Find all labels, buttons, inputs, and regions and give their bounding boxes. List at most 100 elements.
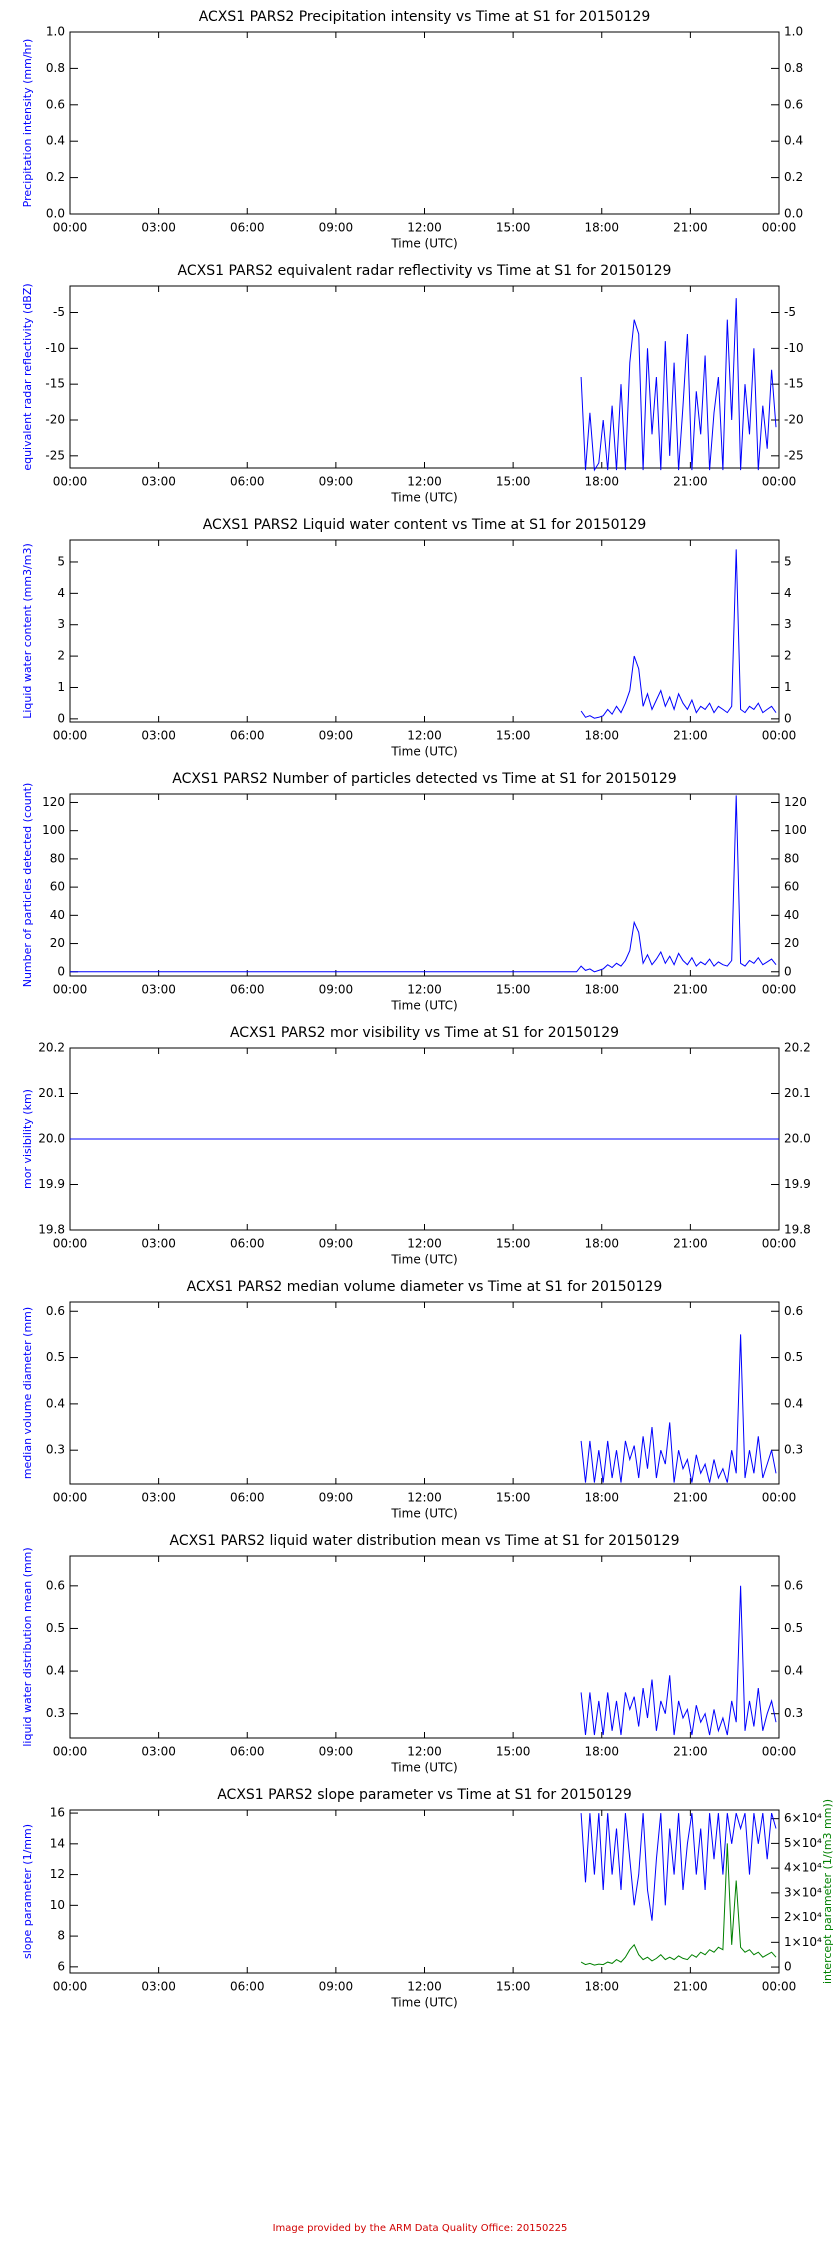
y-axis-label: Precipitation intensity (mm/hr) [21, 39, 34, 208]
x-tick-label: 09:00 [319, 1237, 354, 1251]
x-tick-label: 00:00 [53, 475, 88, 489]
y-tick-label-right: 0.4 [784, 134, 803, 148]
y-tick-label: 0.0 [46, 207, 65, 221]
x-tick-label: 18:00 [584, 475, 619, 489]
y-tick-label: 6 [57, 1959, 65, 1973]
y-tick-label: 19.9 [38, 1177, 65, 1191]
y-tick-label: 80 [50, 851, 65, 865]
y-tick-label: -25 [45, 448, 65, 462]
y-tick-label: 0.3 [46, 1706, 65, 1720]
y-tick-label: 5 [57, 554, 65, 568]
x-axis-label: Time (UTC) [390, 1996, 457, 2010]
x-tick-label: 18:00 [584, 1745, 619, 1759]
y-tick-label: 0 [57, 711, 65, 725]
x-tick-label: 00:00 [53, 1745, 88, 1759]
y2-tick-label: 5×10⁴ [784, 1836, 822, 1850]
chart-title: ACXS1 PARS2 equivalent radar reflectivit… [178, 263, 672, 279]
y-tick-label-right: 120 [784, 795, 807, 809]
y-axis-label: median volume diameter (mm) [21, 1307, 34, 1479]
y-tick-label-right: 0.4 [784, 1664, 803, 1678]
y-axis-label: Number of particles detected (count) [21, 783, 34, 988]
y-tick-label: 12 [50, 1867, 65, 1881]
x-tick-label: 00:00 [53, 1980, 88, 1994]
x-tick-label: 12:00 [407, 1980, 442, 1994]
y-tick-label: -15 [45, 377, 65, 391]
footer: Image provided by the ARM Data Quality O… [273, 2223, 568, 2234]
x-tick-label: 00:00 [53, 1237, 88, 1251]
y-tick-label: 1 [57, 680, 65, 694]
y-tick-label-right: 0.5 [784, 1621, 803, 1635]
data-line [580, 1812, 777, 1921]
x-tick-label: 15:00 [496, 983, 531, 997]
y-tick-label-right: 19.8 [784, 1223, 811, 1237]
y-tick-label: 8 [57, 1929, 65, 1943]
x-tick-label: 15:00 [496, 1745, 531, 1759]
y2-tick-label: 4×10⁴ [784, 1861, 822, 1875]
y-tick-label-right: 0 [784, 711, 792, 725]
y-tick-label-right: 2 [784, 649, 792, 663]
y-axis-label: Liquid water content (mm3/m3) [21, 543, 34, 719]
y-tick-label: 0.6 [46, 97, 65, 111]
y-tick-label-right: 0.6 [784, 1578, 803, 1592]
y-tick-label-right: 20.2 [784, 1041, 811, 1055]
x-axis-label: Time (UTC) [390, 1761, 457, 1775]
x-tick-label: 00:00 [762, 1237, 797, 1251]
y-tick-label-right: 0.6 [784, 1304, 803, 1318]
data-line [580, 549, 777, 719]
y-axis-label: slope parameter (1/mm) [21, 1824, 34, 1959]
x-tick-label: 21:00 [673, 729, 708, 743]
x-tick-label: 15:00 [496, 1491, 531, 1505]
x-tick-label: 18:00 [584, 1237, 619, 1251]
x-tick-label: 00:00 [762, 221, 797, 235]
y-tick-label-right: 60 [784, 880, 799, 894]
y-tick-label: 2 [57, 649, 65, 663]
data-line [580, 1585, 777, 1736]
plot-frame [69, 1301, 780, 1485]
y-tick-label: 40 [50, 908, 65, 922]
x-tick-label: 12:00 [407, 1237, 442, 1251]
y-tick-label-right: 20.1 [784, 1086, 811, 1100]
x-tick-label: 18:00 [584, 729, 619, 743]
y-tick-label: 0.4 [46, 134, 65, 148]
plot-frame [69, 285, 780, 469]
x-tick-label: 09:00 [319, 729, 354, 743]
x-tick-label: 03:00 [141, 729, 176, 743]
chart-title: ACXS1 PARS2 median volume diameter vs Ti… [187, 1279, 663, 1295]
data-line [70, 795, 777, 973]
plot-frame [69, 31, 780, 215]
x-tick-label: 00:00 [762, 475, 797, 489]
y-tick-label-right: 0.5 [784, 1350, 803, 1364]
x-tick-label: 12:00 [407, 983, 442, 997]
x-tick-label: 15:00 [496, 475, 531, 489]
x-tick-label: 00:00 [762, 1745, 797, 1759]
x-axis-label: Time (UTC) [390, 999, 457, 1013]
y-tick-label: 0.4 [46, 1664, 65, 1678]
data-line [580, 298, 777, 472]
x-tick-label: 06:00 [230, 1237, 265, 1251]
y-tick-label: 20.2 [38, 1041, 65, 1055]
x-tick-label: 03:00 [141, 983, 176, 997]
x-tick-label: 06:00 [230, 475, 265, 489]
y-tick-label: 0.6 [46, 1304, 65, 1318]
y-tick-label-right: 3 [784, 617, 792, 631]
chart-title: ACXS1 PARS2 Liquid water content vs Time… [203, 517, 647, 533]
y-tick-label: 16 [50, 1806, 65, 1820]
x-tick-label: 21:00 [673, 475, 708, 489]
x-tick-label: 00:00 [53, 729, 88, 743]
x-tick-label: 15:00 [496, 1237, 531, 1251]
x-tick-label: 21:00 [673, 1980, 708, 1994]
y-tick-label: 20.0 [38, 1132, 65, 1146]
y2-tick-label: 1×10⁴ [784, 1935, 822, 1949]
y-tick-label: 3 [57, 617, 65, 631]
x-tick-label: 18:00 [584, 983, 619, 997]
y-tick-label: 1.0 [46, 25, 65, 39]
y-tick-label: 120 [42, 795, 65, 809]
x-tick-label: 03:00 [141, 1237, 176, 1251]
x-axis-label: Time (UTC) [390, 237, 457, 251]
x-tick-label: 03:00 [141, 1745, 176, 1759]
x-axis-label: Time (UTC) [390, 491, 457, 505]
y-tick-label-right: 1 [784, 680, 792, 694]
x-tick-label: 00:00 [53, 1491, 88, 1505]
y-tick-label-right: 19.9 [784, 1177, 811, 1191]
